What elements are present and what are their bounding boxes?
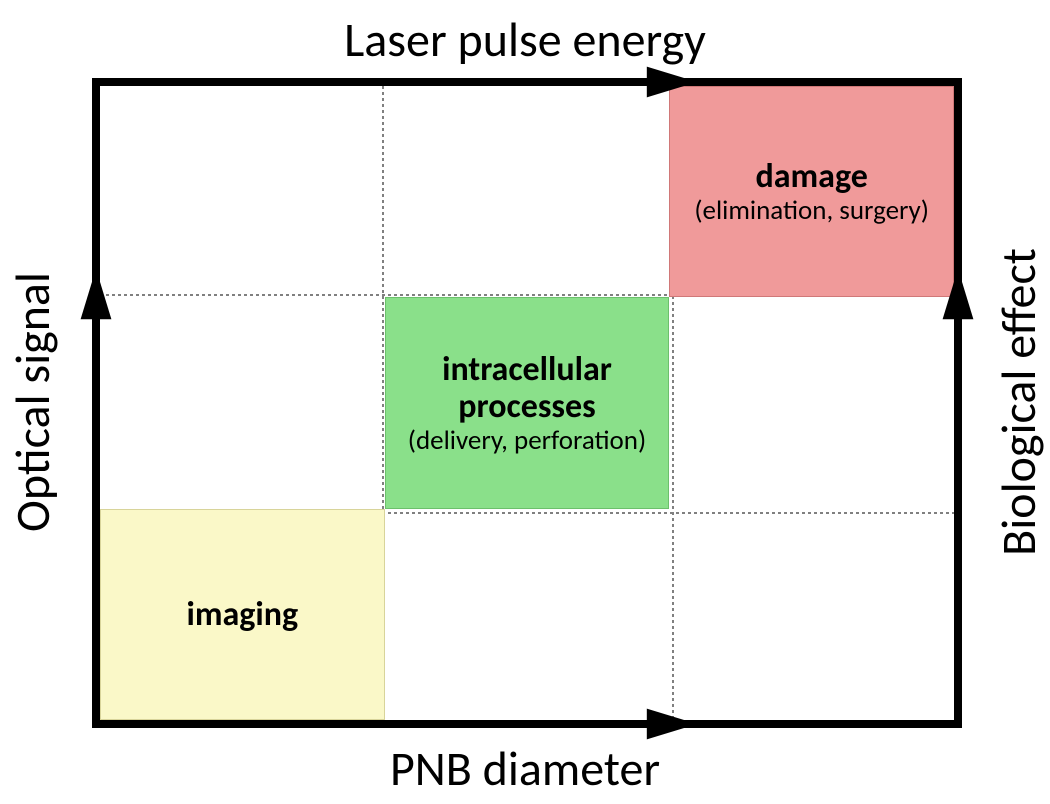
region-imaging-title: imaging [179,596,307,633]
axis-label-left-text: Optical signal [3,272,62,532]
region-intracellular: intracellular processes(delivery, perfor… [385,297,670,508]
axis-label-right-text: Biological effect [989,248,1048,556]
region-intracellular-title: intracellular processes [386,351,669,426]
diagram-container: Laser pulse energy PNB diameter Optical … [0,0,1050,804]
plot-area: imaging intracellular processes(delivery,… [92,78,962,728]
region-intracellular-subtitle: (delivery, perforation) [400,426,654,456]
arrow-bottom [644,696,700,752]
frame-bottom [92,720,962,728]
region-damage-subtitle: (elimination, surgery) [686,196,937,226]
arrow-left [68,266,124,322]
region-imaging: imaging [100,509,385,720]
frame-left [92,78,100,728]
arrow-top [644,54,700,110]
region-damage: damage(elimination, surgery) [669,86,954,297]
region-damage-title: damage [747,158,875,195]
frame-top [92,78,962,86]
frame-right [954,78,962,728]
arrow-right [930,266,986,322]
